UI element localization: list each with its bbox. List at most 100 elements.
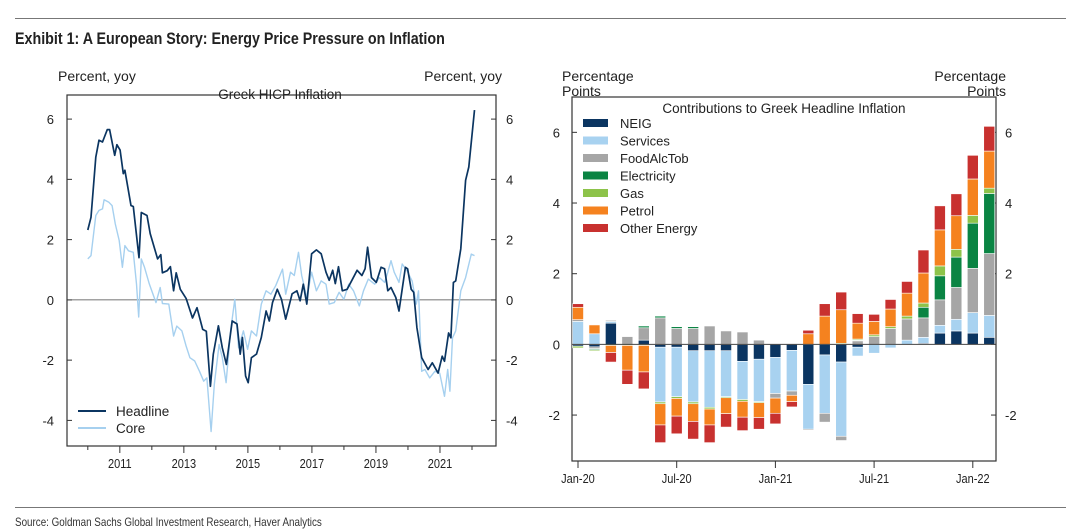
bar-segment-foodalctob <box>769 393 782 399</box>
legend-swatch-electricity <box>583 171 608 180</box>
bar-segment-electricity <box>950 256 963 288</box>
y-axis-label-left-line2: Points <box>562 83 601 99</box>
bar-segment-other-energy <box>818 303 831 317</box>
y-tick-label-left: 4 <box>553 196 560 211</box>
bar-segment-neig <box>950 330 963 345</box>
bar-segment-other-energy <box>851 313 864 324</box>
bar-segment-foodalctob <box>835 435 848 441</box>
contributions-bar-chart: 6 4 2 0 -2 6 4 2 -2 Jan-20 Jul-20 Jan-21 Jul-21 Jan-2… <box>548 68 1016 486</box>
bar-segment-petrol <box>901 292 913 317</box>
bar-Jan-22 <box>966 155 979 345</box>
legend-swatch-services <box>583 136 608 145</box>
y-tick-label-left: 0 <box>47 293 54 308</box>
bar-Jul-21 <box>868 314 880 354</box>
bar-segment-services <box>917 337 930 344</box>
bar-segment-other-energy <box>917 249 930 274</box>
bar-segment-petrol <box>917 272 930 304</box>
bar-Sep-21 <box>901 281 913 345</box>
bar-segment-gas <box>983 187 996 194</box>
bar-segment-services <box>769 357 782 394</box>
y-tick-label-right: 4 <box>1005 196 1012 211</box>
bar-segment-services <box>687 350 699 403</box>
bar-segment-other-energy <box>901 281 913 294</box>
legend-label-services: Services <box>620 134 670 149</box>
bar-segment-services <box>588 333 601 345</box>
bar-segment-electricity <box>934 275 946 301</box>
bar-segment-neig <box>687 344 699 352</box>
bar-segment-petrol <box>934 229 946 267</box>
y-tick-label-right: -2 <box>506 353 518 368</box>
bar-segment-neig <box>703 344 716 352</box>
y-axis-label-left: Percent, yoy <box>58 68 136 84</box>
y-tick-label-left: -2 <box>548 408 560 423</box>
top-rule <box>15 18 1066 19</box>
y-axis-label-left-line1: Percentage <box>562 68 634 84</box>
bar-segment-foodalctob <box>605 320 617 322</box>
bar-segment-petrol <box>654 403 667 426</box>
bar-segment-services <box>851 346 864 357</box>
legend-label-electricity: Electricity <box>620 169 676 184</box>
bar-segment-gas <box>572 345 584 349</box>
legend-label-neig: NEIG <box>620 116 652 131</box>
bar-segment-services <box>753 358 765 402</box>
bar-segment-services <box>670 346 683 397</box>
bar-segment-other-energy <box>884 299 897 310</box>
bar-segment-petrol <box>736 400 749 418</box>
bar-segment-neig <box>802 344 815 385</box>
bar-segment-services <box>818 354 831 414</box>
bar-segment-other-energy <box>621 369 634 385</box>
bar-Mar-20 <box>605 320 617 363</box>
legend-label-headline: Headline <box>116 404 169 419</box>
bar-Dec-21 <box>950 193 963 345</box>
bar-Jun-20 <box>654 315 667 443</box>
legend-swatch-neig <box>583 119 608 127</box>
bar-segment-petrol <box>703 408 716 426</box>
legend-swatch-gas <box>583 189 608 197</box>
bar-segment-other-energy <box>950 193 963 217</box>
bar-segment-other-energy <box>966 155 979 180</box>
y-tick-label-left: 6 <box>47 112 54 127</box>
source-note: Source: Goldman Sachs Global Investment … <box>15 515 322 529</box>
bar-segment-neig <box>966 332 979 345</box>
bar-segment-gas <box>917 302 930 308</box>
y-tick-label-left: 2 <box>553 267 560 282</box>
bar-segment-foodalctob <box>917 317 930 338</box>
legend-swatch-petrol <box>583 206 608 215</box>
y-tick-label-left: 6 <box>553 125 560 140</box>
bar-segment-services <box>703 350 716 408</box>
bar-segment-foodalctob <box>720 330 732 345</box>
bar-segment-neig <box>983 337 996 345</box>
bar-segment-other-energy <box>720 413 732 428</box>
bottom-rule <box>15 507 1066 508</box>
bar-segment-petrol <box>966 178 979 216</box>
legend-label-petrol: Petrol <box>620 204 654 219</box>
bar-segment-foodalctob <box>934 299 946 326</box>
chart-title: Greek HICP Inflation <box>218 87 342 102</box>
bar-segment-petrol <box>884 308 897 328</box>
bar-segment-petrol <box>786 394 798 402</box>
bar-segment-foodalctob <box>966 268 979 313</box>
bar-segment-neig <box>720 344 732 352</box>
y-tick-label-left: 2 <box>47 233 54 248</box>
y-tick-label-left: -2 <box>42 353 54 368</box>
bar-segment-other-energy <box>637 371 650 390</box>
legend-label-other-energy: Other Energy <box>620 221 698 236</box>
chart-title: Contributions to Greek Headline Inflatio… <box>662 101 905 116</box>
bar-segment-foodalctob <box>901 318 913 341</box>
bar-segment-services <box>901 339 913 345</box>
bar-segment-other-energy <box>868 314 880 322</box>
x-tick-label: Jan-20 <box>561 472 595 486</box>
bar-segment-services <box>786 350 798 392</box>
bar-segment-foodalctob <box>818 412 831 423</box>
bar-Sep-20 <box>703 325 716 443</box>
bar-segment-other-energy <box>802 329 815 335</box>
y-tick-label-right: 2 <box>1005 267 1012 282</box>
x-tick-label: Jan-21 <box>759 472 793 486</box>
bar-segment-foodalctob <box>637 327 650 341</box>
legend-label-foodalctob: FoodAlcTob <box>620 151 689 166</box>
bar-segment-neig <box>786 344 798 351</box>
x-tick-label: 2019 <box>364 457 388 471</box>
bar-segment-neig <box>736 344 749 362</box>
bar-segment-petrol <box>769 397 782 414</box>
